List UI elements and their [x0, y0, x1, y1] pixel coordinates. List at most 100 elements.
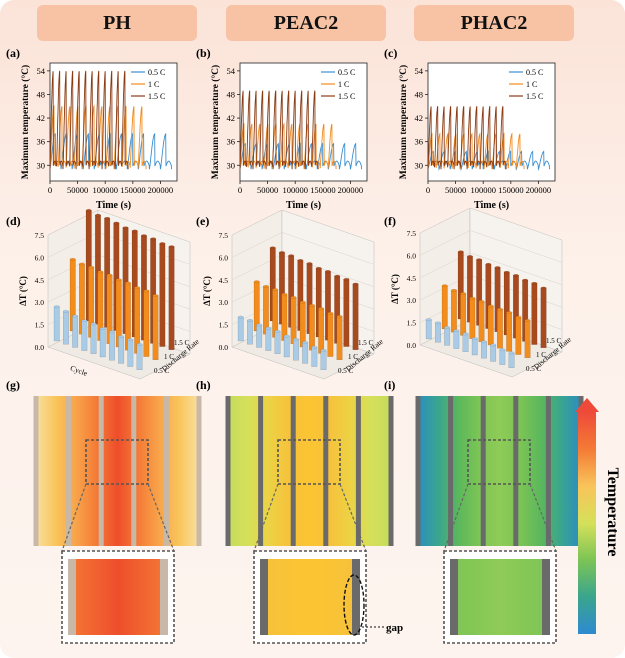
bar-0.5C-1 — [425, 319, 432, 340]
panel-label: (b) — [196, 46, 211, 60]
gap-ellipse — [343, 574, 365, 636]
bar-cap — [487, 304, 494, 308]
bar-cap — [476, 258, 483, 262]
x-axis-label: Time (s) — [474, 200, 509, 211]
zoom-separator — [68, 559, 76, 635]
cell-separator — [33, 396, 39, 546]
bar-cap — [343, 278, 350, 281]
bar-cap — [444, 326, 451, 329]
cell-separator — [163, 396, 169, 546]
bar-cap — [53, 305, 60, 309]
bar-1C-8 — [506, 312, 513, 352]
rate-label: 0.5 C — [338, 367, 354, 375]
panel-label: (e) — [196, 214, 209, 228]
zoom-connector — [61, 483, 87, 552]
bar-1C-10 — [524, 320, 531, 359]
bar-1C-1 — [253, 281, 260, 332]
bar-1C-2 — [451, 290, 457, 333]
bar-1C-9 — [143, 290, 150, 357]
legend-label: 1.5 C — [338, 92, 355, 101]
bar-cap — [263, 285, 269, 288]
cycle-label: Cycle — [69, 363, 89, 378]
bar-1.5C-9 — [343, 279, 350, 347]
bar-0.5C-3 — [72, 315, 79, 348]
bar-cap — [109, 330, 115, 334]
panel-label: (g) — [6, 378, 20, 392]
header-phac2: PHAC2 — [414, 5, 574, 41]
bar-cap — [515, 315, 522, 319]
bar-0.5C-10 — [320, 350, 327, 370]
series-line-1.5C — [49, 70, 129, 170]
bar-cap — [125, 281, 131, 285]
zoom-contour — [450, 559, 550, 635]
x-tick-label: 50000 — [257, 185, 278, 195]
grid-line — [419, 230, 471, 256]
bar-cap — [131, 229, 138, 233]
bar-0.5C-8 — [302, 342, 309, 364]
bar-cap — [72, 314, 79, 318]
bar-0.5C-4 — [265, 328, 272, 351]
x-tick-label: 200000 — [148, 185, 174, 195]
x-tick-label: 150000 — [498, 185, 524, 195]
z-tick-label: 0.0 — [219, 343, 229, 352]
bar-cap — [325, 270, 331, 273]
panel-label: (i) — [384, 378, 395, 392]
bar-cap — [503, 270, 510, 274]
bar-cap — [143, 289, 150, 293]
y-tick-label: 48 — [227, 89, 236, 99]
zoom-separator — [542, 559, 550, 635]
z-tick-label: 6.0 — [219, 253, 229, 262]
bar-cap — [336, 315, 343, 318]
bar-cap — [115, 278, 122, 282]
bar-cap — [478, 300, 485, 303]
bar-0.5C-6 — [471, 338, 478, 356]
bar-cap — [327, 311, 334, 315]
grid-line — [469, 252, 563, 286]
zoom-box — [277, 439, 341, 485]
grid-line — [281, 232, 375, 265]
bar-cap — [288, 254, 295, 258]
bar-1C-4 — [469, 298, 476, 339]
bar-1.5C-9 — [159, 243, 166, 347]
contour-field — [36, 396, 199, 546]
bar-0.5C-3 — [256, 324, 263, 348]
bar-cap — [85, 209, 92, 212]
zoom-separator — [450, 559, 458, 635]
x-tick-label: 100000 — [282, 185, 308, 195]
cell-separator — [513, 396, 519, 546]
rate-label: 1.5 C — [174, 339, 190, 347]
bar-0.5C-6 — [283, 335, 290, 358]
z-tick-label: 4.5 — [35, 276, 45, 285]
bar-1.5C-9 — [531, 283, 538, 345]
panel-label: (c) — [384, 46, 397, 60]
z-tick-label: 4.5 — [407, 274, 417, 283]
z-tick-label: 1.5 — [35, 321, 45, 330]
y-tick-label: 42 — [37, 113, 46, 123]
bar-cap — [279, 251, 285, 254]
bar-cap — [281, 292, 288, 296]
bar-cap — [136, 343, 143, 346]
bar-0.5C-5 — [462, 333, 469, 353]
bar-cap — [159, 242, 166, 245]
x-tick-label: 0 — [426, 185, 430, 195]
bar-0.5C-2 — [63, 311, 69, 345]
bar-cap — [302, 341, 309, 344]
cell-separator — [323, 396, 329, 546]
zoom-separator — [260, 559, 268, 635]
bar-cap — [127, 338, 134, 342]
bar-cap — [269, 246, 276, 250]
bar-cap — [318, 307, 325, 310]
bar-0.5C-7 — [293, 339, 299, 361]
cell-separator — [448, 396, 454, 546]
bar-cap — [247, 318, 253, 322]
bar-0.5C-9 — [311, 346, 318, 367]
header-ph: PH — [37, 5, 197, 41]
cell-separator — [98, 396, 104, 546]
legend-label: 1 C — [526, 80, 537, 89]
bar-1C-6 — [299, 302, 306, 348]
zoom-connector — [147, 483, 175, 552]
z-tick-label: 3.0 — [35, 298, 45, 307]
bar-cap — [540, 286, 547, 290]
x-tick-label: 100000 — [470, 185, 496, 195]
